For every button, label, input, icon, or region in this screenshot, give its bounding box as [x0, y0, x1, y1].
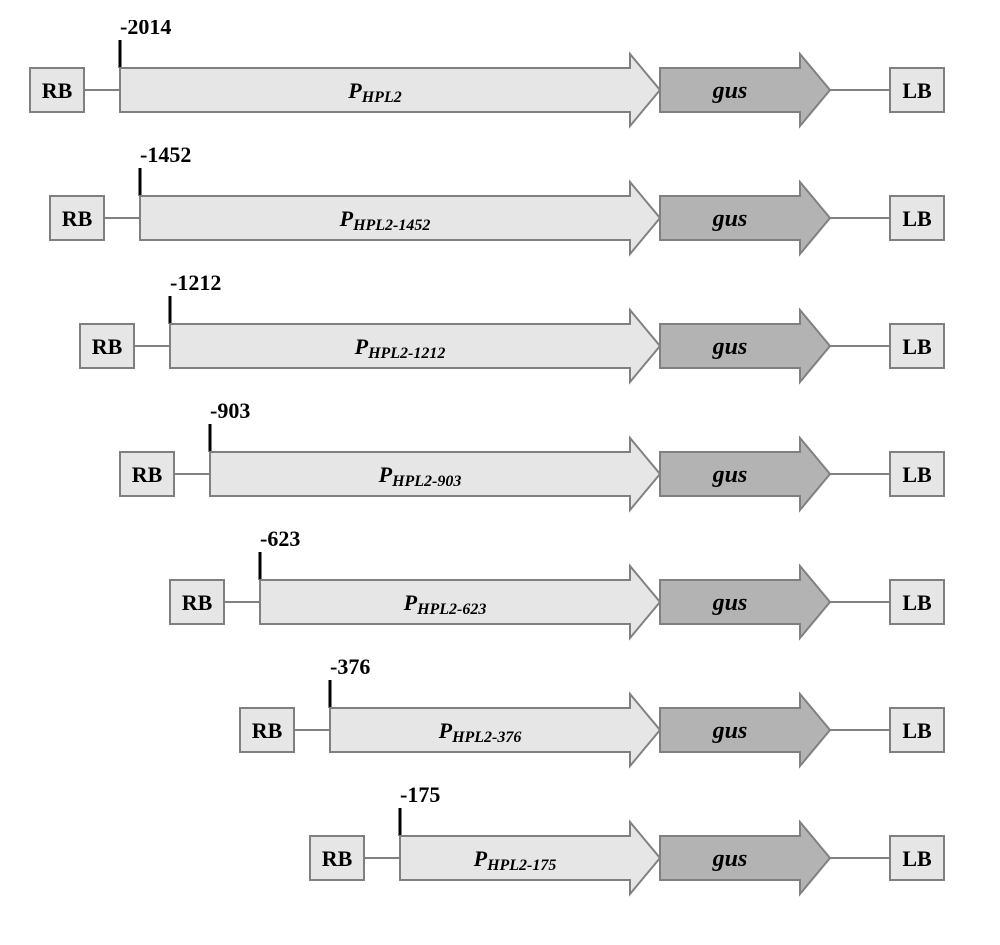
lb-label: LB	[902, 334, 932, 359]
rb-label: RB	[42, 78, 73, 103]
construct-diagram: RB-2014PHPL2gusLBRB-1452PHPL2-1452gusLBR…	[20, 20, 980, 920]
construct-row: RB-623PHPL2-623gusLB	[170, 526, 944, 638]
position-label: -903	[210, 398, 250, 423]
construct-row: RB-175PHPL2-175gusLB	[310, 782, 944, 894]
gus-label: gus	[712, 846, 748, 872]
construct-row: RB-1212PHPL2-1212gusLB	[80, 270, 944, 382]
position-label: -1452	[140, 142, 191, 167]
construct-row: RB-2014PHPL2gusLB	[30, 20, 944, 126]
lb-label: LB	[902, 206, 932, 231]
gus-label: gus	[712, 206, 748, 232]
gus-label: gus	[712, 334, 748, 360]
position-label: -376	[330, 654, 370, 679]
rb-label: RB	[182, 590, 213, 615]
lb-label: LB	[902, 78, 932, 103]
position-label: -2014	[120, 20, 171, 39]
rb-label: RB	[132, 462, 163, 487]
gus-label: gus	[712, 462, 748, 488]
rb-label: RB	[62, 206, 93, 231]
lb-label: LB	[902, 846, 932, 871]
gus-label: gus	[712, 590, 748, 616]
rb-label: RB	[252, 718, 283, 743]
construct-row: RB-1452PHPL2-1452gusLB	[50, 142, 944, 254]
lb-label: LB	[902, 590, 932, 615]
rb-label: RB	[92, 334, 123, 359]
construct-row: RB-376PHPL2-376gusLB	[240, 654, 944, 766]
position-label: -175	[400, 782, 440, 807]
rb-label: RB	[322, 846, 353, 871]
construct-row: RB-903PHPL2-903gusLB	[120, 398, 944, 510]
gus-label: gus	[712, 718, 748, 744]
position-label: -623	[260, 526, 300, 551]
position-label: -1212	[170, 270, 221, 295]
gus-label: gus	[712, 78, 748, 104]
lb-label: LB	[902, 462, 932, 487]
lb-label: LB	[902, 718, 932, 743]
